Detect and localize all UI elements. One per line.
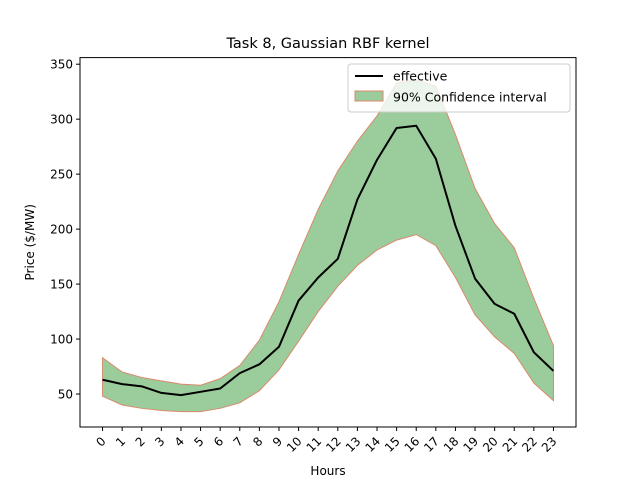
- legend: effective 90% Confidence interval: [347, 63, 571, 113]
- y-tick-label: 350: [50, 58, 73, 72]
- y-axis: 50 100 150 200 250 300 350: [50, 58, 80, 402]
- series-line-effective: [102, 124, 555, 397]
- legend-box: [347, 63, 571, 113]
- legend-label-confidence-interval: 90% Confidence interval: [393, 90, 547, 105]
- x-axis-title: Hours: [310, 464, 345, 478]
- legend-label-effective: effective: [393, 69, 448, 84]
- y-tick-label: 100: [50, 333, 73, 347]
- series-line-layer: [102, 124, 555, 397]
- y-tick-label: 150: [50, 278, 73, 292]
- legend-swatch-confidence-interval: [354, 90, 384, 102]
- confidence-interval-band: [102, 79, 554, 413]
- plot-frame: [79, 57, 577, 428]
- y-tick-label: 50: [58, 388, 73, 402]
- y-tick-label: 200: [50, 223, 73, 237]
- confidence-band-layer: [102, 79, 554, 413]
- y-axis-title: Price ($/MW): [23, 204, 37, 280]
- y-tick-label: 250: [50, 168, 73, 182]
- chart-title: Task 8, Gaussian RBF kernel: [225, 36, 429, 52]
- y-tick-label: 300: [50, 113, 73, 127]
